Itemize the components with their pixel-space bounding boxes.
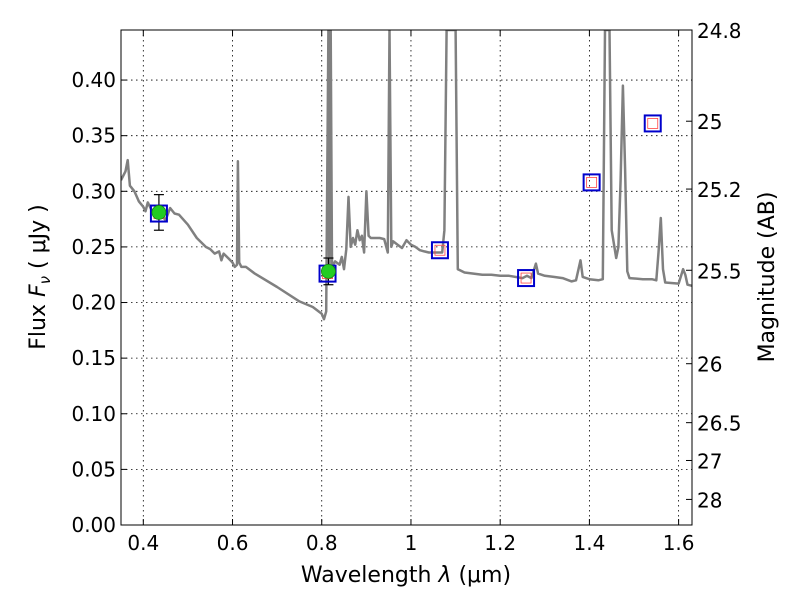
right-tick-label: 25.2 (697, 178, 742, 202)
right-tick-label: 26 (697, 353, 722, 377)
x-tick-label: 0.8 (306, 531, 338, 555)
synthetic-flux-box-inner (434, 244, 446, 256)
grid (121, 30, 692, 526)
x-axis-title: Wavelength λ (μm) (301, 563, 511, 588)
synthetic-flux-box-inner (647, 118, 659, 129)
right-axis-title: Magnitude (AB) (755, 192, 780, 363)
observed-flux-point (151, 205, 167, 220)
y-axis-title: Flux Fν ( μJy ) (26, 204, 54, 349)
y-tick-label: 0.40 (71, 68, 116, 92)
y-tick-label: 0.35 (71, 124, 116, 148)
right-tick-label: 25.5 (697, 259, 742, 283)
synthetic-flux-box (430, 241, 449, 260)
x-tick-label: 1.2 (484, 531, 516, 555)
y-tick-label: 0.20 (71, 291, 116, 315)
x-tick-label: 1.6 (663, 531, 695, 555)
right-tick-label: 25 (697, 110, 722, 134)
synthetic-boxes-layer (149, 114, 662, 288)
observed-flux-point (321, 263, 336, 279)
y-tick-label: 0.15 (71, 346, 116, 370)
synthetic-flux-box (517, 269, 536, 288)
y-tick-label: 0.00 (71, 513, 116, 537)
right-tick-label: 24.8 (697, 19, 742, 43)
y-tick-label: 0.10 (71, 402, 116, 426)
x-tick-label: 0.6 (217, 531, 249, 555)
synthetic-flux-box (643, 114, 662, 133)
synthetic-flux-box-inner (586, 176, 598, 188)
x-tick-label: 0.4 (127, 531, 159, 555)
right-tick-label: 27 (697, 449, 722, 473)
ticks: 0.4 0.6 0.8 1 1.2 1.4 1.6 0.00 0.05 0.10 0.15 0.20 0… (71, 19, 741, 555)
plot-frame (120, 29, 693, 526)
observed-points-layer (153, 194, 334, 286)
synthetic-flux-box (582, 173, 601, 192)
model-spectrum-layer (121, 30, 692, 321)
synthetic-flux-box-inner (520, 272, 532, 284)
y-tick-label: 0.25 (71, 235, 116, 259)
y-tick-label: 0.05 (71, 457, 116, 481)
y-tick-label: 0.30 (71, 179, 116, 203)
right-tick-label: 28 (697, 488, 722, 512)
x-tick-label: 1 (405, 531, 418, 555)
model-spectrum-line (121, 30, 692, 321)
right-tick-label: 26.5 (697, 412, 742, 436)
x-tick-label: 1.4 (573, 531, 605, 555)
